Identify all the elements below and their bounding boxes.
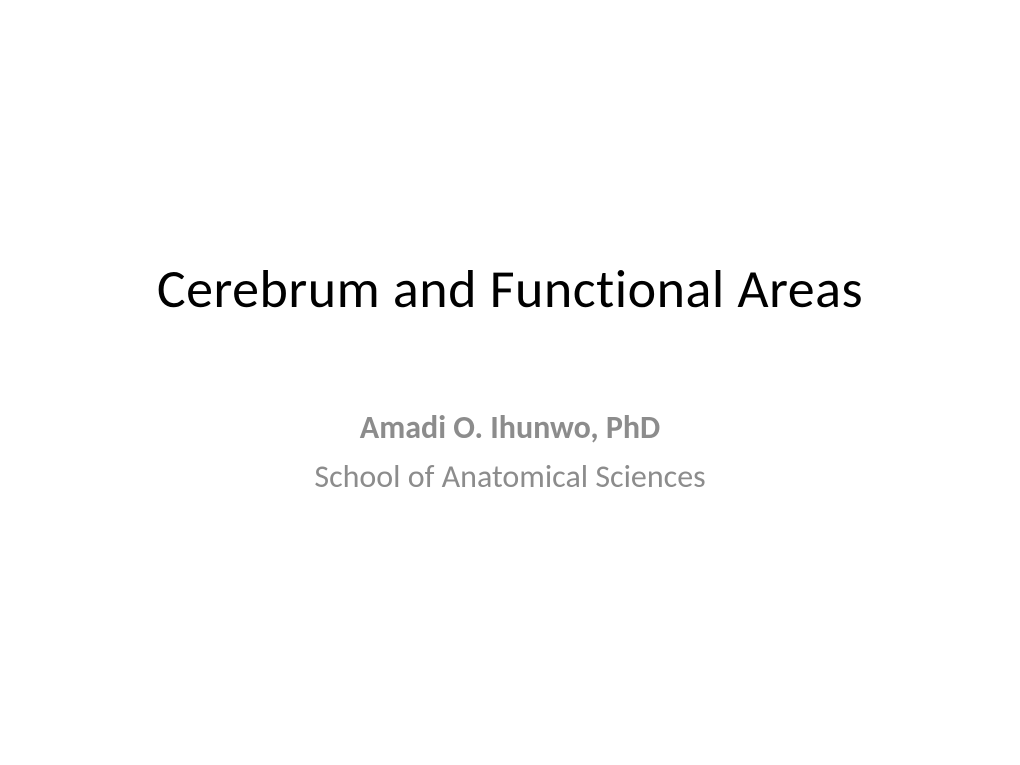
- slide-affiliation: School of Anatomical Sciences: [314, 457, 705, 496]
- slide-title: Cerebrum and Functional Areas: [157, 256, 863, 322]
- slide-container: Cerebrum and Functional Areas Amadi O. I…: [0, 0, 1020, 765]
- slide-author: Amadi O. Ihunwo, PhD: [360, 408, 660, 447]
